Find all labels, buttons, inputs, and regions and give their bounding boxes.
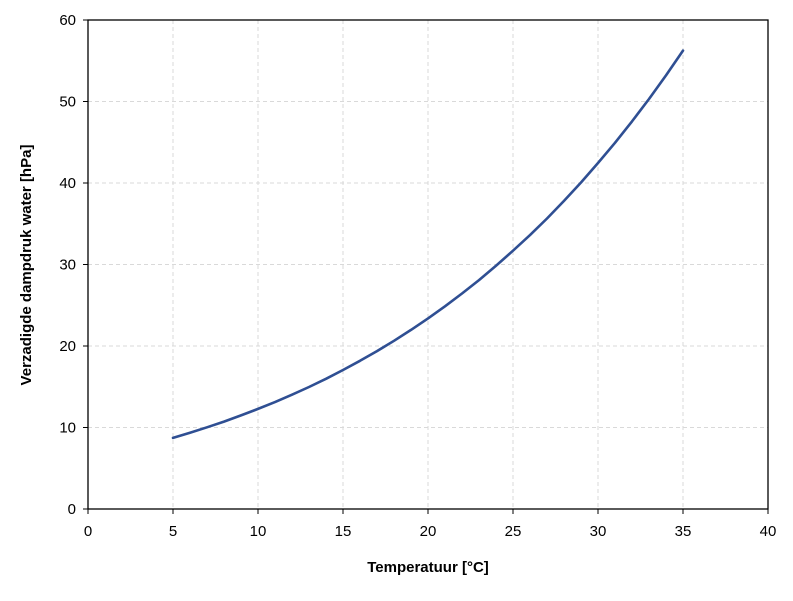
y-tick-label: 40 — [59, 175, 76, 192]
x-tick-label: 35 — [675, 523, 692, 540]
x-tick-label: 25 — [505, 523, 522, 540]
y-tick-label: 30 — [59, 257, 76, 274]
y-axis-ticks: 0 10 20 30 40 50 60 — [59, 12, 88, 518]
series-group — [171, 49, 685, 440]
y-tick-label: 50 — [59, 94, 76, 111]
x-tick-label: 5 — [169, 523, 177, 540]
x-tick-label: 0 — [84, 523, 92, 540]
y-axis-label: Verzadigde dampdruk water [hPa] — [18, 145, 35, 386]
y-tick-label: 20 — [59, 338, 76, 355]
series-line — [171, 49, 685, 440]
x-tick-label: 10 — [250, 523, 267, 540]
y-tick-label: 0 — [68, 501, 76, 518]
y-tick-label: 60 — [59, 12, 76, 29]
x-tick-label: 20 — [420, 523, 437, 540]
x-tick-label: 30 — [590, 523, 607, 540]
x-tick-label: 15 — [335, 523, 352, 540]
x-axis-ticks: 0 5 10 15 20 25 30 35 40 — [84, 509, 777, 540]
x-axis-label: Temperatuur [°C] — [367, 559, 489, 576]
grid — [88, 20, 768, 509]
y-tick-label: 10 — [59, 420, 76, 437]
x-tick-label: 40 — [760, 523, 777, 540]
